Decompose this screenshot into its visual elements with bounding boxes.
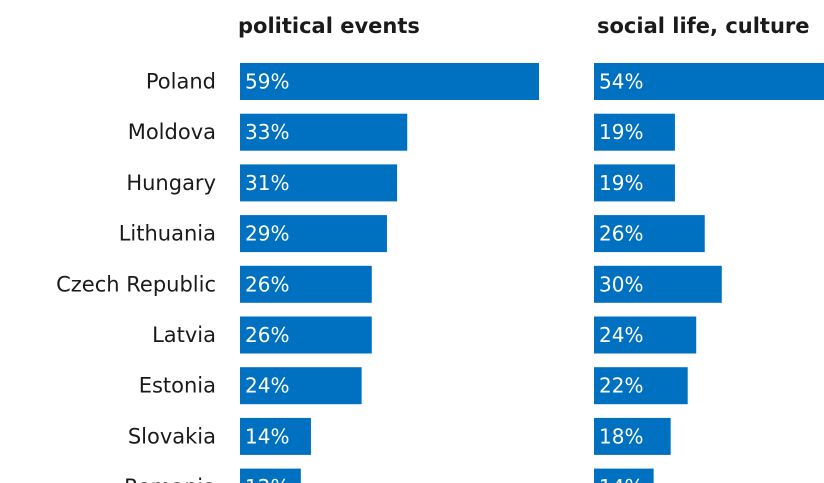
panel-title-social-life-culture: social life, culture xyxy=(597,14,810,38)
category-label-moldova: Moldova xyxy=(128,120,216,144)
data-label-social-life-culture-moldova: 19% xyxy=(599,120,643,144)
category-label-poland: Poland xyxy=(146,70,216,94)
bar-social-life-culture-romania xyxy=(594,468,654,483)
data-label-political-events-moldova: 33% xyxy=(245,120,289,144)
bar-social-life-culture-hungary xyxy=(594,164,675,202)
data-label-political-events-latvia: 26% xyxy=(245,323,289,347)
bar-political-events-czech-republic xyxy=(240,265,372,303)
bar-social-life-culture-poland xyxy=(594,63,824,100)
bar-political-events-estonia xyxy=(240,367,362,405)
data-label-political-events-czech-republic: 26% xyxy=(245,272,289,296)
data-label-social-life-culture-slovakia: 18% xyxy=(599,424,643,448)
bar-social-life-culture-czech-republic xyxy=(594,265,722,303)
data-label-social-life-culture-lithuania: 26% xyxy=(599,222,643,246)
data-label-social-life-culture-latvia: 24% xyxy=(599,323,643,347)
panel-titles: political events social life, culture xyxy=(238,14,810,38)
data-label-political-events-romania: 12% xyxy=(245,475,289,483)
panel-title-political-events: political events xyxy=(238,14,420,38)
bar-political-events-latvia xyxy=(240,316,372,354)
data-label-social-life-culture-czech-republic: 30% xyxy=(599,272,643,296)
category-label-romania: Romania xyxy=(124,475,216,483)
bar-social-life-culture-slovakia xyxy=(594,417,671,455)
category-label-slovakia: Slovakia xyxy=(128,424,216,448)
bar-social-life-culture-lithuania xyxy=(594,215,705,253)
bar-social-life-culture-moldova xyxy=(594,113,675,151)
data-label-social-life-culture-romania: 14% xyxy=(599,475,643,483)
bar-political-events-hungary xyxy=(240,164,398,202)
category-labels: Poland Moldova Hungary Lithuania Czech Repub… xyxy=(56,70,216,483)
data-label-political-events-slovakia: 14% xyxy=(245,424,289,448)
category-label-latvia: Latvia xyxy=(152,323,216,347)
bar-political-events-poland xyxy=(240,63,539,100)
data-label-political-events-estonia: 24% xyxy=(245,374,289,398)
bar-political-events-slovakia xyxy=(240,417,311,455)
bar-political-events-romania xyxy=(240,468,301,483)
data-label-political-events-hungary: 31% xyxy=(245,171,289,195)
bar-political-events-moldova xyxy=(240,113,408,151)
data-label-social-life-culture-poland: 54% xyxy=(599,70,643,94)
bars: 59% 33% 31% 29% 26% 26% 24% 14% 12% 54% 19% 19% 26% 3… xyxy=(240,63,824,483)
data-label-political-events-lithuania: 29% xyxy=(245,222,289,246)
category-label-czech-republic: Czech Republic xyxy=(56,272,216,296)
data-label-social-life-culture-estonia: 22% xyxy=(599,374,643,398)
category-label-hungary: Hungary xyxy=(126,171,216,195)
bar-social-life-culture-latvia xyxy=(594,316,697,354)
bar-social-life-culture-estonia xyxy=(594,367,688,405)
bar-political-events-lithuania xyxy=(240,215,387,253)
category-label-lithuania: Lithuania xyxy=(119,222,216,246)
data-label-social-life-culture-hungary: 19% xyxy=(599,171,643,195)
data-label-political-events-poland: 59% xyxy=(245,70,289,94)
category-label-estonia: Estonia xyxy=(139,374,216,398)
